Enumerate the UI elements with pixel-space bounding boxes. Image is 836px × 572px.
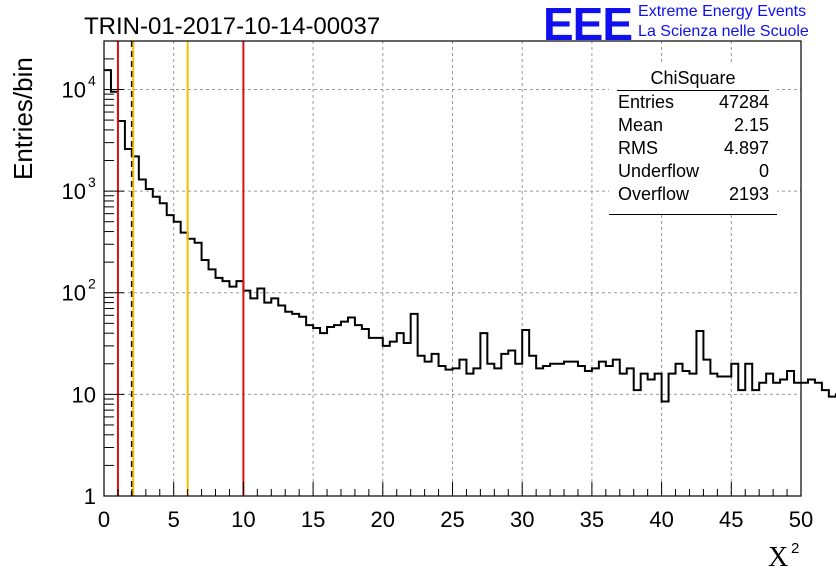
y-tick-label-group: 10 [72, 382, 96, 407]
stats-row-entries: Entries 47284 [609, 91, 777, 114]
x-tick-label: 15 [301, 507, 325, 532]
histogram-series [104, 69, 836, 403]
logo-line-2: La Scienza nelle Scuole [638, 23, 809, 40]
x-tick-label: 50 [789, 507, 813, 532]
y-tick-label: 10 [72, 382, 96, 407]
x-tick-label: 10 [231, 507, 255, 532]
stats-row-rms: RMS 4.897 [609, 137, 777, 160]
stats-label: RMS [618, 138, 658, 158]
y-tick-label-group: 1 [84, 484, 96, 509]
stats-label: Overflow [618, 184, 690, 204]
y-tick-label: 1 [84, 484, 96, 509]
y-axis-label: Entries/bin [8, 57, 38, 180]
stats-label: Mean [618, 115, 664, 135]
stats-row-underflow: Underflow 0 [609, 160, 777, 183]
chart-title: TRIN-01-2017-10-14-00037 [84, 13, 380, 40]
x-tick-label: 5 [168, 507, 180, 532]
y-tick-label: 10 [62, 281, 86, 306]
x-tick-label: 40 [649, 507, 673, 532]
grid-lines [104, 41, 801, 496]
x-axis-label: X [768, 542, 788, 572]
stats-value: 2.15 [733, 115, 769, 135]
stats-row-overflow: Overflow 2193 [609, 183, 777, 206]
eee-logo: EEE Extreme Energy Events La Scienza nel… [543, 0, 809, 48]
y-tick-label: 10 [62, 77, 86, 102]
eee-logo-mark: EEE [543, 0, 633, 50]
stats-value: 4.897 [723, 138, 769, 158]
x-tick-label: 20 [371, 507, 395, 532]
y-tick-exponent: 3 [88, 174, 96, 190]
y-tick-exponent: 2 [88, 276, 96, 292]
stats-value: 47284 [718, 92, 769, 112]
x-axis-label-exponent: 2 [791, 540, 799, 557]
y-tick-label-group: 10 4 [62, 72, 96, 102]
y-tick-exponent: 4 [88, 72, 96, 88]
x-tick-label: 25 [440, 507, 464, 532]
eee-logo-text: Extreme Energy Events La Scienza nelle S… [638, 0, 809, 42]
stats-label: Underflow [618, 161, 700, 181]
x-tick-label: 30 [510, 507, 534, 532]
x-tick-label: 35 [580, 507, 604, 532]
stats-value: 0 [758, 161, 769, 181]
y-tick-label: 10 [62, 179, 86, 204]
stats-title: ChiSquare [617, 64, 769, 91]
y-tick-label-group: 10 3 [62, 174, 96, 204]
stats-box: ChiSquare Entries 47284 Mean 2.15 RMS 4.… [609, 64, 777, 215]
stats-label: Entries [618, 92, 675, 112]
x-tick-label: 45 [719, 507, 743, 532]
stats-row-mean: Mean 2.15 [609, 114, 777, 137]
y-tick-label-group: 10 2 [62, 276, 96, 306]
logo-line-1: Extreme Energy Events [638, 3, 807, 20]
x-tick-label: 0 [98, 507, 110, 532]
stats-value: 2193 [728, 184, 769, 204]
